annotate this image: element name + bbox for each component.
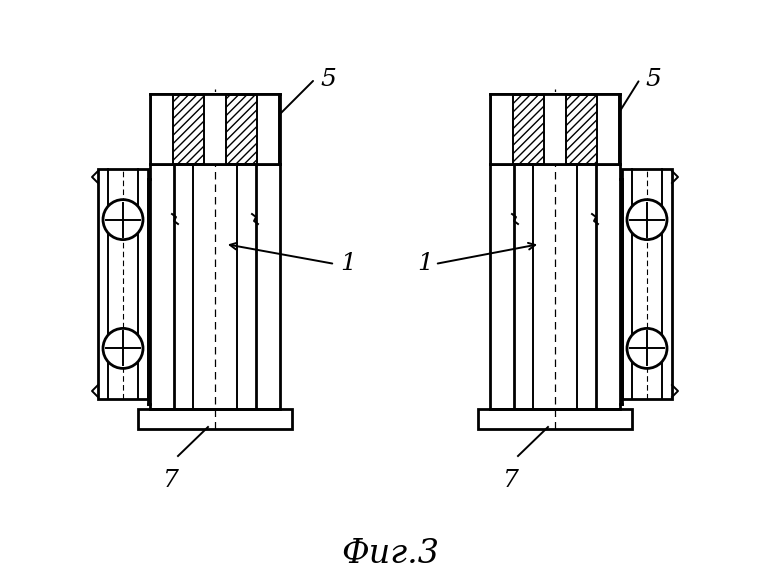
Bar	[138, 409, 292, 429]
Bar	[204, 94, 226, 164]
Bar	[490, 164, 514, 409]
Bar	[596, 164, 620, 409]
Bar	[544, 94, 566, 164]
Circle shape	[627, 328, 667, 369]
Text: 5: 5	[645, 68, 661, 91]
Bar	[150, 164, 174, 409]
Bar	[98, 169, 148, 399]
Circle shape	[627, 200, 667, 239]
Text: 5: 5	[320, 68, 336, 91]
Text: Фиг.3: Фиг.3	[341, 538, 439, 570]
Bar	[256, 164, 280, 409]
Bar	[597, 94, 619, 164]
Bar	[150, 94, 280, 164]
Bar	[622, 169, 672, 399]
Text: 7: 7	[163, 469, 179, 492]
Circle shape	[103, 328, 143, 369]
Bar	[257, 94, 279, 164]
Bar	[151, 94, 173, 164]
Circle shape	[103, 200, 143, 239]
Text: 7: 7	[503, 469, 519, 492]
Bar	[150, 94, 280, 164]
Text: 1: 1	[417, 252, 433, 276]
Bar	[490, 94, 620, 164]
Bar	[491, 94, 513, 164]
Bar	[490, 94, 620, 164]
Text: 1: 1	[340, 252, 356, 276]
Bar	[478, 409, 632, 429]
